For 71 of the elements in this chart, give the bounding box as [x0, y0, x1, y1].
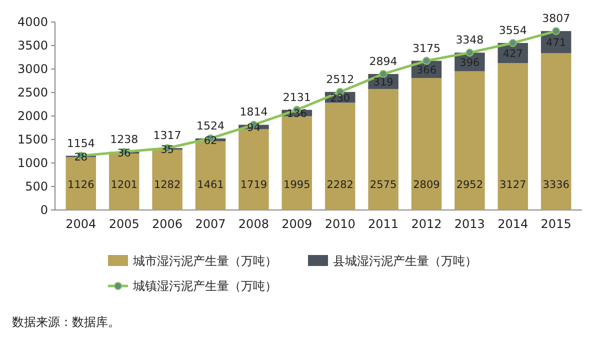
data-label: 2894 — [369, 54, 398, 68]
data-label: 319 — [373, 76, 394, 88]
x-tick-label: 2014 — [498, 217, 528, 231]
data-label: 427 — [502, 48, 523, 60]
data-label: 28 — [74, 151, 88, 164]
x-tick-label: 2004 — [66, 217, 96, 231]
bar — [368, 88, 398, 210]
bar — [411, 78, 442, 210]
y-tick-label: 3500 — [17, 38, 48, 52]
y-tick-label: 2500 — [17, 86, 48, 100]
legend-label: 县城湿污泥产生量（万吨） — [333, 254, 477, 268]
y-tick-label: 500 — [25, 180, 48, 194]
point — [466, 48, 474, 57]
data-label: 1201 — [110, 179, 138, 191]
data-label: 1814 — [240, 106, 268, 119]
data-label: 471 — [546, 37, 566, 50]
x-tick-label: 2010 — [324, 217, 356, 231]
data-label: 1719 — [240, 179, 268, 191]
legend-label: 城镇湿污泥产生量（万吨） — [132, 279, 277, 293]
x-tick-label: 2007 — [195, 217, 226, 231]
y-tick-label: 2000 — [17, 109, 48, 123]
data-label: 3807 — [542, 12, 570, 26]
data-label: 1317 — [153, 129, 182, 142]
data-label: 3336 — [542, 179, 570, 191]
data-label: 2952 — [456, 179, 484, 191]
bar — [498, 63, 528, 210]
data-label: 2575 — [370, 179, 397, 191]
data-label: 3175 — [412, 42, 440, 55]
bar — [454, 71, 485, 210]
data-label: 1995 — [284, 179, 310, 191]
x-tick-label: 2009 — [282, 217, 312, 231]
point — [379, 70, 388, 78]
y-tick-label: 0 — [40, 203, 48, 217]
x-tick-label: 2012 — [411, 217, 442, 231]
data-label: 396 — [460, 56, 480, 69]
x-tick-label: 2011 — [368, 217, 399, 231]
data-label: 366 — [416, 64, 437, 76]
x-tick-label: 2013 — [454, 217, 485, 231]
data-label: 36 — [117, 148, 132, 160]
data-label: 35 — [160, 144, 174, 156]
x-tick-label: 2008 — [238, 217, 269, 231]
point — [508, 38, 517, 47]
legend-label: 城市湿污泥产生量（万吨） — [132, 254, 277, 268]
y-tick-label: 4000 — [17, 15, 48, 29]
bar — [324, 102, 356, 210]
data-label: 2809 — [413, 179, 440, 191]
x-tick-label: 2005 — [108, 217, 140, 231]
data-label: 3348 — [456, 34, 484, 47]
data-label: 230 — [330, 92, 350, 104]
bar — [282, 116, 312, 210]
data-label: 1524 — [196, 119, 225, 132]
source-note: 数据来源：数据库。 — [12, 315, 120, 329]
y-tick-label: 1000 — [17, 156, 48, 170]
data-label: 1461 — [197, 179, 224, 191]
data-label: 3554 — [498, 24, 527, 37]
data-label: 1154 — [66, 136, 95, 150]
data-label: 1238 — [110, 132, 138, 146]
data-label: 2512 — [326, 72, 354, 86]
data-label: 2282 — [326, 179, 354, 191]
data-label: 1126 — [68, 179, 95, 191]
data-label: 2131 — [282, 90, 311, 104]
data-label: 1282 — [154, 179, 181, 191]
point — [552, 27, 560, 36]
point — [422, 56, 430, 65]
data-label: 62 — [204, 134, 218, 147]
data-label: 3127 — [500, 179, 526, 191]
x-tick-label: 2015 — [540, 217, 572, 231]
y-tick-label: 3000 — [17, 62, 48, 76]
y-tick-label: 1500 — [17, 132, 48, 146]
x-tick-label: 2006 — [152, 217, 183, 231]
bar — [540, 53, 572, 210]
